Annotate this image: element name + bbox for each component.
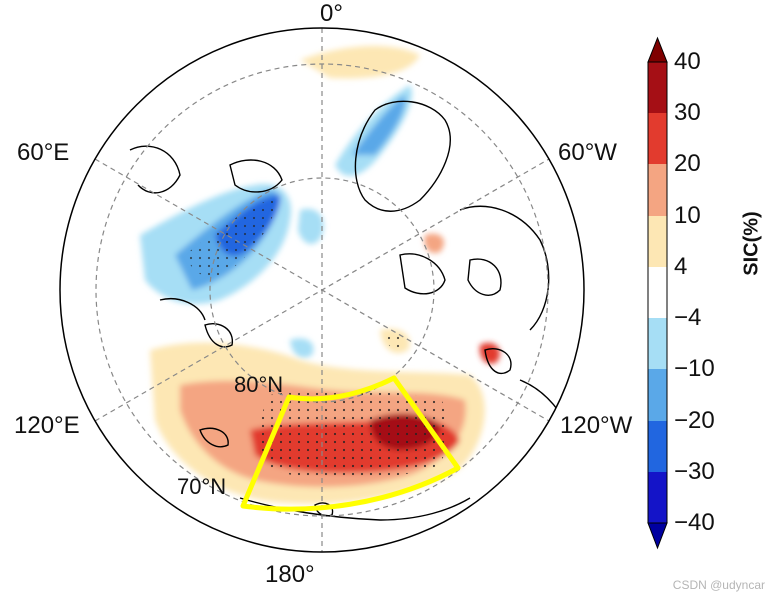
colorbar-segment [648,472,667,523]
scandinavia-coast [129,145,181,194]
lon-label-0: 0° [320,0,343,27]
colorbar-tick: −20 [674,407,715,434]
colorbar-tick: −30 [674,458,715,485]
colorbar-tick: −40 [674,509,715,536]
colorbar-frame [647,61,668,524]
study-region-box [240,375,461,512]
baffin-coast [467,258,502,296]
colorbar-segment [648,164,667,216]
colorbar-extend-top [647,36,668,63]
lat-label-70n: 70°N [177,474,227,499]
severnaya-zemlya-coast [204,323,234,348]
colorbar-tick: 20 [674,150,701,177]
colorbar-segment [648,369,667,421]
colorbar-tick: 10 [674,202,701,229]
novaya-zemlya-coast [229,159,283,193]
siberia-coast [159,298,206,321]
banks-island-coast [484,348,512,375]
map-boundary [59,27,585,553]
colorbar-segment [648,216,667,267]
colorbar-segment [648,113,667,164]
canadian-archipelago-coast [459,205,550,331]
greenland-coast [354,100,451,212]
ellesmere-coast [399,253,446,295]
colorbar [647,36,668,550]
colorbar-tick: 30 [674,99,701,126]
meridian-120e-60w [94,158,550,422]
lon-label-60e: 60°E [17,139,70,166]
lon-label-120e: 120°E [14,412,80,439]
lon-label-120w: 120°W [560,412,633,439]
colorbar-extend-bottom [647,522,668,550]
colorbar-segment [648,267,667,318]
colorbar-segment [648,421,667,472]
graticule [94,28,550,552]
colorbar-segment [648,318,667,369]
colorbar-tick: 4 [674,253,688,280]
new-siberian-islands-coast [199,427,229,448]
lon-label-60w: 60°W [558,139,617,166]
watermark-text: CSDN @udyncar [672,578,765,592]
lon-label-180: 180° [265,561,315,588]
anomaly-field [140,45,500,504]
colorbar-tick: −10 [674,355,715,382]
colorbar-tick: −4 [674,304,702,331]
lat-label-80n: 80°N [234,372,284,397]
colorbar-segment [648,62,667,113]
colorbar-tick: 40 [674,48,701,75]
colorbar-title: SIC(%) [740,211,763,276]
